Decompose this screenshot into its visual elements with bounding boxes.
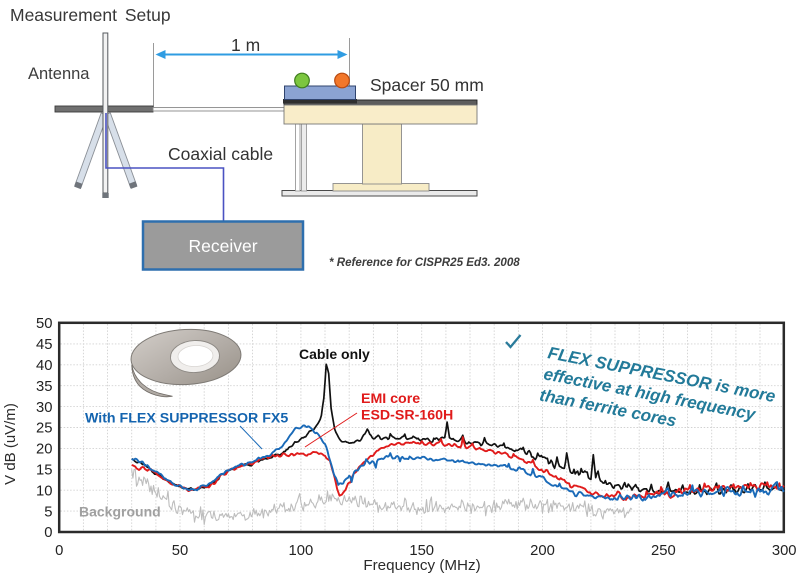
- svg-text:150: 150: [409, 543, 434, 559]
- svg-text:35: 35: [36, 379, 52, 395]
- svg-text:40: 40: [36, 358, 52, 374]
- svg-text:Antenna: Antenna: [28, 65, 90, 83]
- svg-text:200: 200: [530, 543, 555, 559]
- svg-text:100: 100: [289, 543, 314, 559]
- svg-text:Coaxial cable: Coaxial cable: [168, 144, 273, 164]
- svg-text:50: 50: [172, 543, 188, 559]
- svg-text:25: 25: [36, 421, 52, 437]
- svg-text:Background: Background: [79, 504, 161, 520]
- svg-text:Cable only: Cable only: [299, 346, 370, 362]
- svg-text:V dB (uV/m): V dB (uV/m): [2, 403, 19, 485]
- svg-text:15: 15: [36, 463, 52, 479]
- svg-text:45: 45: [36, 337, 52, 353]
- svg-text:Measurement Setup: Measurement Setup: [10, 5, 171, 25]
- svg-text:Frequency (MHz): Frequency (MHz): [363, 557, 480, 574]
- svg-text:20: 20: [36, 442, 52, 458]
- svg-text:With FLEX SUPPRESSOR FX5: With FLEX SUPPRESSOR FX5: [85, 411, 288, 427]
- svg-text:Spacer 50 mm: Spacer 50 mm: [370, 75, 484, 95]
- svg-text:10: 10: [36, 483, 52, 499]
- svg-text:0: 0: [44, 525, 52, 541]
- svg-text:5: 5: [44, 504, 52, 520]
- svg-text:300: 300: [772, 543, 797, 559]
- svg-text:* Reference for CISPR25 Ed3. 2: * Reference for CISPR25 Ed3. 2008: [329, 256, 520, 269]
- svg-text:1 m: 1 m: [231, 35, 260, 55]
- svg-text:250: 250: [651, 543, 676, 559]
- svg-text:Receiver: Receiver: [188, 236, 257, 256]
- svg-text:EMI core: EMI core: [361, 391, 420, 407]
- svg-text:50: 50: [36, 316, 52, 332]
- svg-text:0: 0: [55, 543, 63, 559]
- svg-text:ESD-SR-160H: ESD-SR-160H: [361, 408, 453, 424]
- svg-text:30: 30: [36, 400, 52, 416]
